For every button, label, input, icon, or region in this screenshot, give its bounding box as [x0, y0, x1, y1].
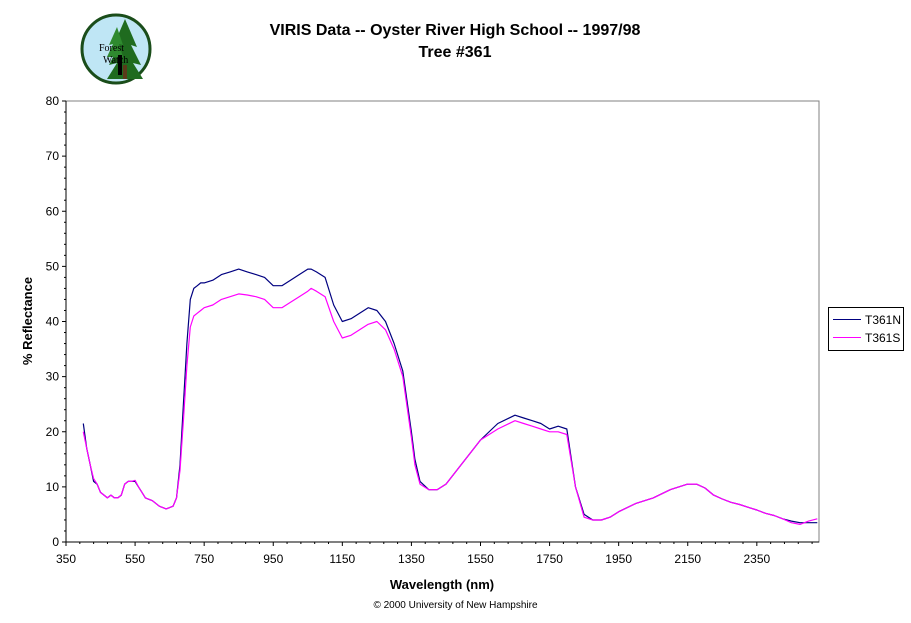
y-tick-label-50: 50	[46, 259, 60, 273]
chart-title: VIRIS Data -- Oyster River High School -…	[269, 22, 641, 39]
svg-text:Watch: Watch	[103, 55, 128, 66]
x-tick-label-2350: 2350	[743, 552, 770, 566]
y-tick-label-80: 80	[46, 94, 60, 108]
x-tick-label-550: 550	[125, 552, 145, 566]
y-tick-label-20: 20	[46, 425, 60, 439]
legend-swatch-t361s	[833, 337, 861, 338]
x-tick-label-1950: 1950	[605, 552, 632, 566]
y-tick-label-40: 40	[46, 315, 60, 329]
x-tick-label-750: 750	[194, 552, 214, 566]
x-tick-label-950: 950	[263, 552, 283, 566]
x-tick-label-1350: 1350	[398, 552, 425, 566]
legend-label-t361n: T361N	[865, 313, 902, 327]
legend-label-t361s: T361S	[865, 331, 901, 345]
x-tick-label-350: 350	[56, 552, 76, 566]
chart-subtitle: Tree #361	[418, 44, 492, 61]
y-tick-label-0: 0	[52, 535, 59, 549]
legend: T361N T361S	[828, 307, 904, 351]
copyright-note: © 2000 University of New Hampshire	[373, 600, 538, 611]
series-line-t361s	[82, 287, 818, 526]
y-tick-label-60: 60	[46, 204, 60, 218]
y-axis-label: % Reflectance	[20, 277, 35, 365]
x-tick-label-1750: 1750	[536, 552, 563, 566]
x-tick-label-1150: 1150	[329, 552, 355, 566]
y-tick-label-10: 10	[46, 480, 60, 494]
legend-swatch-t361n	[833, 319, 861, 320]
x-axis-label: Wavelength (nm)	[390, 577, 494, 592]
y-tick-label-30: 30	[46, 370, 60, 384]
y-tick-label-70: 70	[46, 149, 60, 163]
forest-watch-logo: Forest Watch	[79, 13, 153, 85]
x-tick-label-2150: 2150	[674, 552, 701, 566]
x-tick-label-1550: 1550	[467, 552, 494, 566]
svg-text:Forest: Forest	[99, 43, 124, 54]
